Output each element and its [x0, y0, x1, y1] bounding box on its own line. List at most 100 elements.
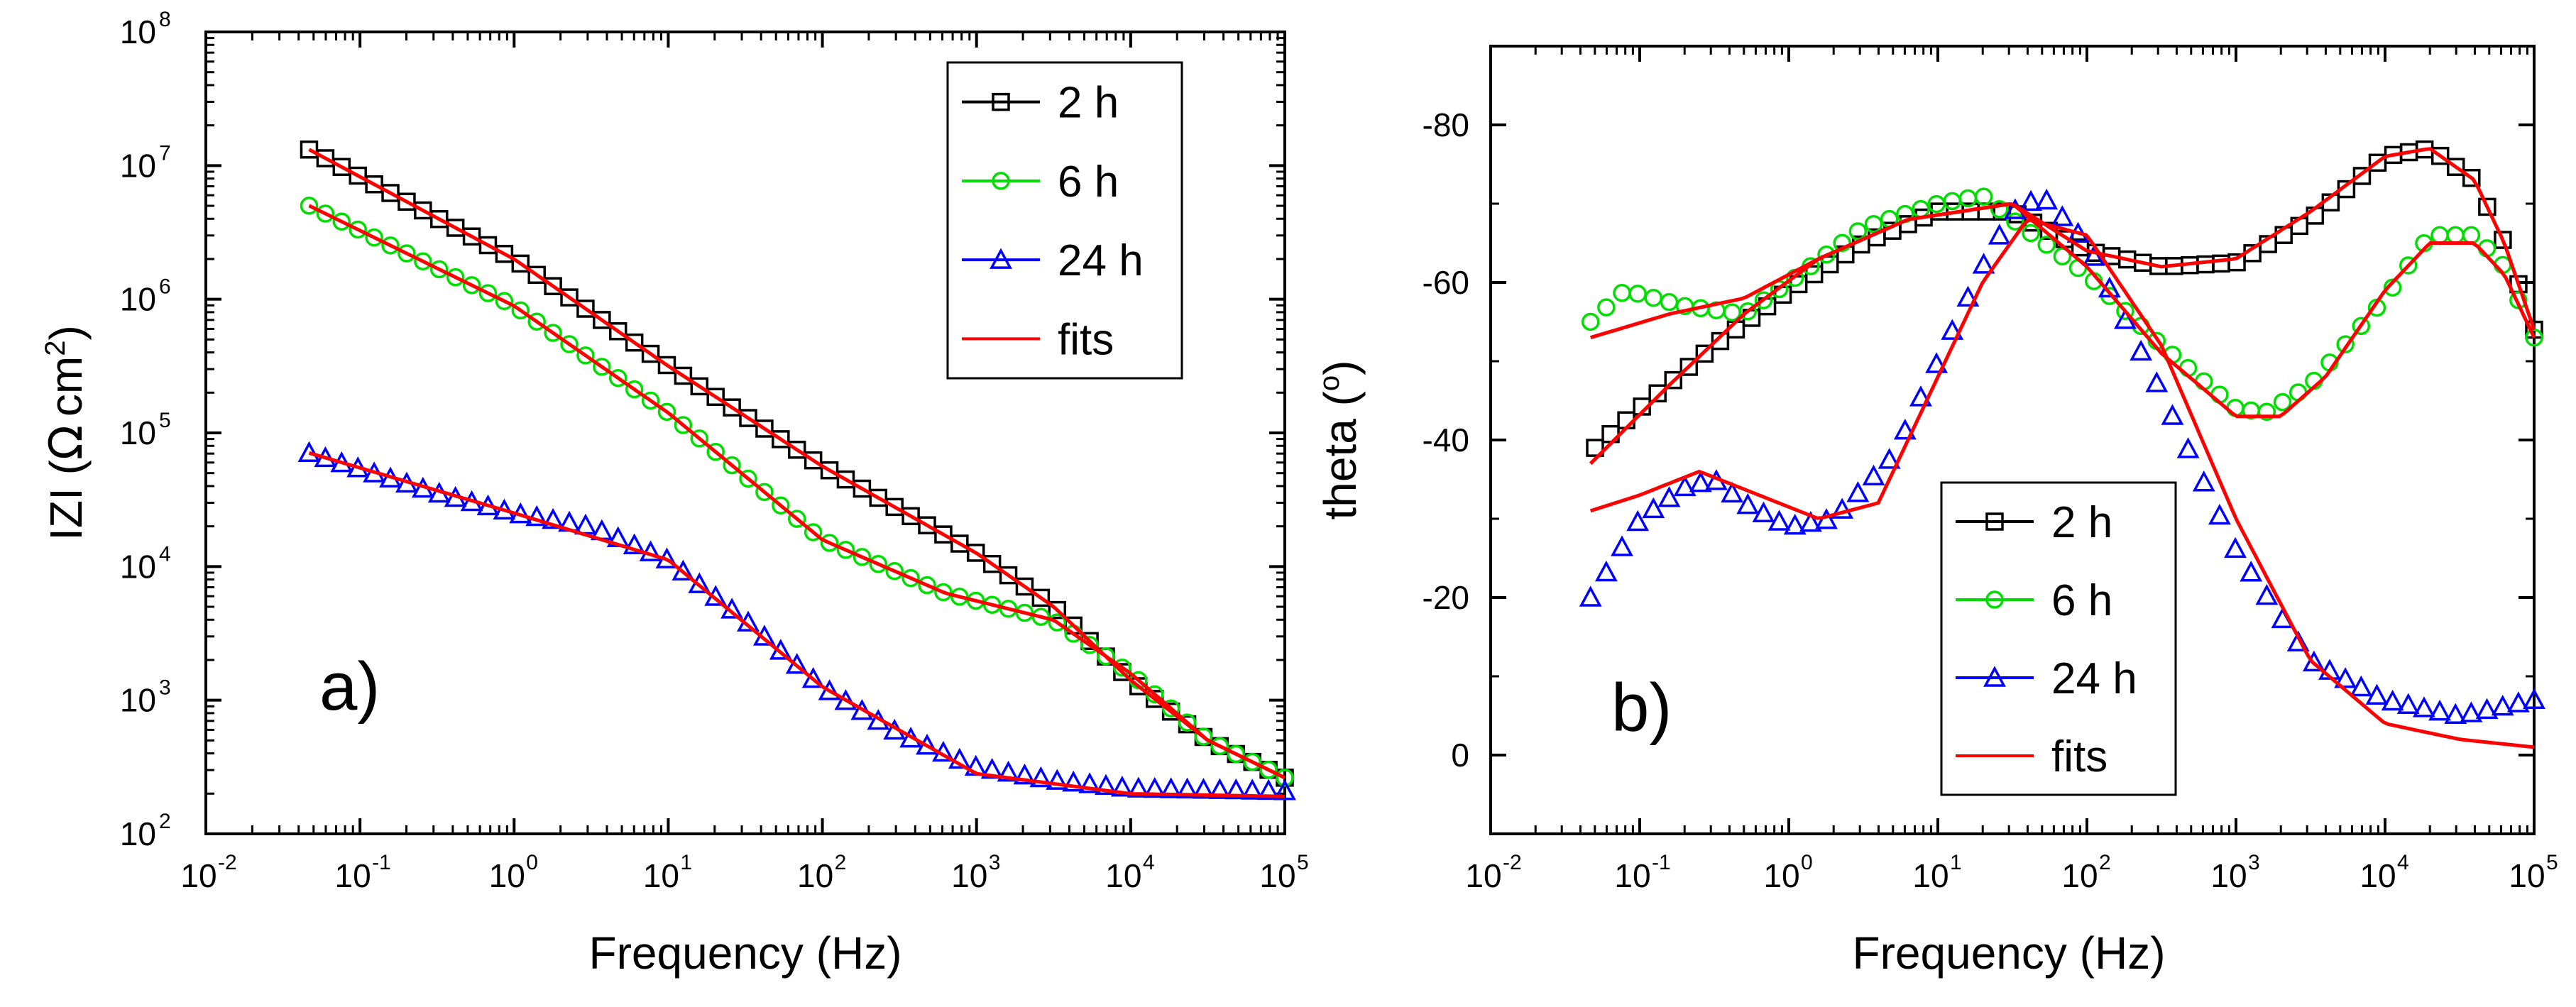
- x-tick-label-exponent: 3: [989, 851, 1001, 874]
- data-point-6h: [446, 268, 465, 287]
- legend-entry-label: 24 h: [1058, 236, 1144, 285]
- data-point-6h: [560, 335, 579, 353]
- data-point-2h: [495, 244, 514, 263]
- x-tick-label-exponent: 2: [835, 851, 847, 874]
- data-point-6h: [2257, 402, 2276, 422]
- data-point-24h: [1799, 510, 1822, 532]
- data-point-2h: [1821, 255, 1839, 274]
- data-point-2h: [527, 265, 546, 285]
- data-point-6h: [316, 204, 335, 223]
- data-point-2h: [999, 566, 1018, 585]
- data-point-2h: [690, 377, 709, 396]
- data-point-6h: [2430, 226, 2449, 245]
- data-point-6h: [593, 358, 611, 376]
- y-tick-label-exponent: 3: [159, 676, 171, 700]
- data-point-6h: [820, 534, 839, 552]
- data-point-6h: [2022, 224, 2040, 243]
- data-point-24h: [1626, 510, 1650, 532]
- y-tick-label-exponent: 6: [159, 275, 171, 299]
- data-point-2h: [853, 479, 872, 498]
- data-point-24h: [1159, 777, 1183, 798]
- x-tick-label: 10: [1614, 857, 1650, 894]
- data-point-24h: [1988, 224, 2011, 245]
- data-point-2h: [2430, 146, 2450, 165]
- legend-entry-label: 6 h: [1058, 158, 1119, 207]
- data-point-6h: [1210, 737, 1229, 756]
- data-point-2h: [511, 254, 530, 273]
- y-tick-label-exponent: 7: [159, 141, 171, 165]
- data-point-2h: [1031, 588, 1051, 607]
- y-tick-label-exponent: 2: [159, 810, 171, 833]
- data-point-6h: [1754, 291, 1773, 309]
- data-point-6h: [787, 510, 806, 528]
- panel-a-impedance-modulus: 10 -2 10 -1 10 0 10 1 10 2 10 3 10 4 10 5 10 210 310 410 51…: [40, 8, 1309, 979]
- x-tick-label: 10: [2210, 857, 2247, 894]
- y-tick-label: 10: [120, 147, 156, 184]
- x-tick-label: 10: [1259, 857, 1295, 894]
- legend-entry-label: 6 h: [2051, 576, 2112, 625]
- data-point-2h: [2447, 158, 2465, 176]
- data-point-6h: [1990, 199, 2009, 219]
- data-point-6h: [300, 197, 319, 215]
- data-point-2h: [739, 409, 757, 427]
- data-point-6h: [641, 391, 660, 410]
- x-tick-label: 10: [2359, 857, 2396, 894]
- data-point-6h: [1848, 222, 1868, 241]
- data-point-24h: [2302, 650, 2325, 672]
- data-point-6h: [2383, 278, 2402, 297]
- x-tick-label-exponent: 0: [526, 851, 538, 874]
- data-point-2h: [755, 419, 774, 438]
- data-point-6h: [527, 312, 546, 331]
- data-point-2h: [2352, 167, 2372, 185]
- data-point-6h: [1276, 769, 1294, 787]
- data-point-6h: [1259, 761, 1278, 779]
- data-point-24h: [2192, 471, 2215, 492]
- data-point-6h: [1597, 298, 1616, 317]
- x-tick-label: 10: [2509, 857, 2545, 894]
- data-point-6h: [982, 595, 1002, 614]
- data-point-24h: [834, 689, 857, 710]
- data-point-24h: [2350, 675, 2373, 697]
- data-point-24h: [1110, 776, 1134, 797]
- x-tick-label-exponent: -1: [372, 851, 391, 874]
- data-point-2h: [576, 299, 595, 318]
- y-tick-label: -40: [1423, 422, 1469, 458]
- data-point-6h: [349, 220, 367, 239]
- data-point-24h: [948, 747, 971, 769]
- data-point-6h: [332, 212, 351, 231]
- data-point-2h: [1664, 370, 1682, 390]
- data-point-24h: [1175, 777, 1199, 799]
- x-tick-label: 10: [489, 857, 525, 894]
- data-point-24h: [2475, 698, 2499, 720]
- data-point-2h: [1015, 577, 1034, 596]
- data-point-24h: [997, 760, 1020, 782]
- data-point-2h: [2494, 231, 2512, 249]
- data-point-24h: [542, 507, 565, 529]
- data-point-24h: [2130, 339, 2153, 361]
- data-point-24h: [2161, 404, 2184, 425]
- data-point-2h: [544, 277, 562, 295]
- fit-curve-1: [308, 204, 1286, 780]
- data-point-2h: [608, 322, 627, 341]
- data-point-6h: [999, 600, 1018, 618]
- data-point-24h: [818, 679, 841, 700]
- data-point-2h: [1048, 600, 1067, 620]
- x-tick-label: 10: [797, 857, 833, 894]
- data-point-2h: [560, 288, 579, 307]
- data-point-6h: [706, 443, 725, 461]
- data-point-24h: [1241, 778, 1264, 800]
- data-point-24h: [2381, 689, 2404, 711]
- panel-b-phase-angle: 10 -2 10 -1 10 0 10 1 10 2 10 3 10 4 10 5 -80-60-40-200…: [1314, 45, 2558, 979]
- data-point-24h: [1611, 535, 1633, 556]
- data-point-24h: [2035, 188, 2059, 210]
- data-point-24h: [2240, 561, 2263, 582]
- data-point-6h: [1194, 727, 1213, 746]
- data-point-6h: [2116, 302, 2134, 320]
- data-point-6h: [804, 523, 823, 541]
- data-point-24h: [2145, 371, 2169, 392]
- legend-swatch-marker: [1985, 512, 2004, 531]
- data-point-6h: [430, 260, 449, 279]
- data-point-6h: [2446, 226, 2465, 245]
- data-point-6h: [365, 228, 383, 247]
